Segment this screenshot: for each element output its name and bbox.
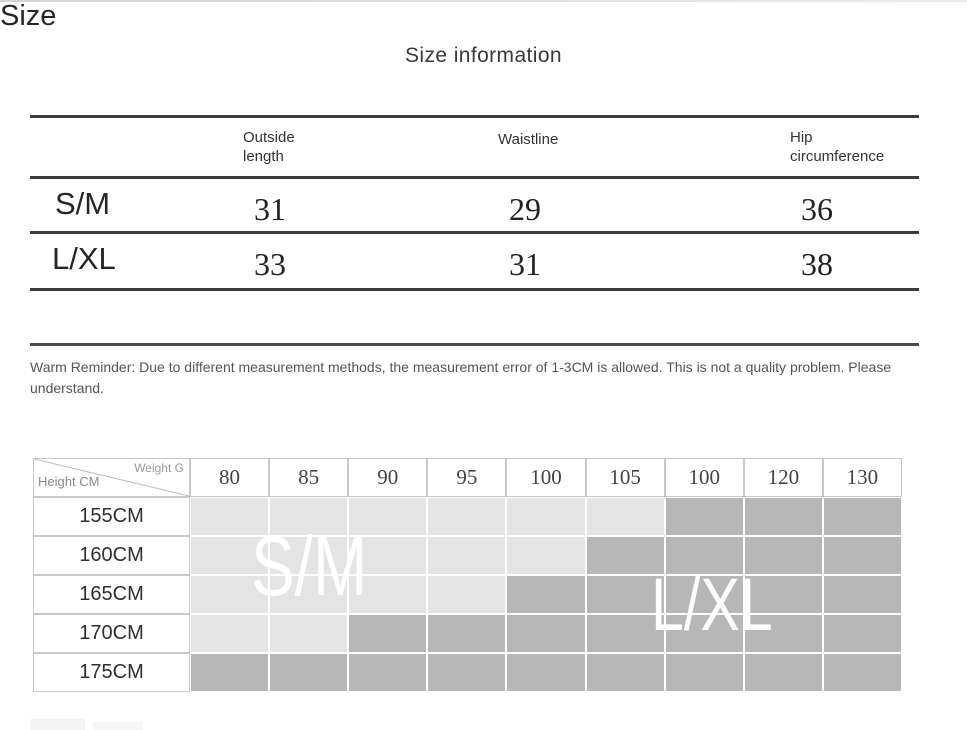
weight-header-cell: 120 (743, 458, 823, 497)
cutoff-artifact (93, 722, 143, 730)
fit-cell-sm (585, 497, 665, 536)
fit-cell-lxl (506, 614, 586, 653)
fit-cell-lxl (743, 575, 823, 614)
table-cell-hip-circumference: 38 (801, 246, 833, 282)
fit-cell-sm (190, 614, 270, 653)
weight-header-cell: 105 (585, 458, 665, 497)
weight-header-cell: 100 (506, 458, 586, 497)
reminder-top-border (30, 343, 919, 346)
table-cell-hip-circumference: 36 (801, 191, 833, 227)
weight-header-cell: 85 (269, 458, 349, 497)
fit-cell-lxl (269, 653, 349, 692)
diagonal-divider-line (34, 459, 189, 496)
cutoff-artifact (30, 719, 85, 730)
table-row-border (30, 231, 919, 234)
fit-cell-sm (506, 536, 586, 575)
fit-cell-sm (427, 497, 507, 536)
fit-cell-sm (269, 614, 349, 653)
column-header-waistline: Waistline (498, 131, 559, 148)
table-cell-waistline: 31 (509, 246, 541, 282)
fit-cell-lxl (348, 614, 428, 653)
fit-grid-row: 160CM (33, 536, 902, 575)
fit-cell-lxl (743, 497, 823, 536)
column-header-hip-circumference: Hip circumference (790, 129, 885, 165)
fit-cell-sm (190, 575, 270, 614)
fit-cell-sm (506, 497, 586, 536)
height-axis-label: Height CM (38, 474, 100, 489)
weight-header-cell: 95 (427, 458, 507, 497)
fit-cell-lxl (664, 653, 744, 692)
fit-cell-lxl (743, 536, 823, 575)
weight-header-cell: 100 (664, 458, 744, 497)
warm-reminder-text: Warm Reminder: Due to different measurem… (30, 359, 892, 396)
fit-cell-sm (269, 497, 349, 536)
fit-cell-lxl (506, 653, 586, 692)
fit-cell-lxl (822, 575, 902, 614)
fit-cell-sm (348, 497, 428, 536)
fit-cell-lxl (822, 614, 902, 653)
fit-cell-sm (348, 536, 428, 575)
fit-cell-sm (190, 497, 270, 536)
fit-cell-lxl (348, 653, 428, 692)
fit-cell-lxl (427, 614, 507, 653)
fit-grid-corner-cell: Weight G Height CM (33, 458, 190, 497)
fit-cell-lxl (664, 614, 744, 653)
column-header-outside-length: Outside length (243, 129, 295, 165)
fit-grid-row: 170CM (33, 614, 902, 653)
fit-cell-lxl (822, 653, 902, 692)
fit-grid-row: 165CM (33, 575, 902, 614)
height-header-cell: 165CM (33, 575, 190, 614)
weight-header-cell: 130 (822, 458, 902, 497)
fit-cell-lxl (664, 497, 744, 536)
fit-cell-lxl (664, 575, 744, 614)
fit-cell-sm (427, 536, 507, 575)
column-header-size: Size (0, 0, 57, 32)
size-row-label: L/XL (52, 241, 116, 276)
fit-cell-sm (190, 536, 270, 575)
fit-grid-row: 175CM (33, 653, 902, 692)
fit-cell-lxl (585, 653, 665, 692)
weight-header-cell: 80 (190, 458, 270, 497)
table-cell-outside-length: 33 (254, 246, 286, 282)
fit-cell-sm (427, 575, 507, 614)
fit-cell-lxl (743, 614, 823, 653)
fit-cell-lxl (743, 653, 823, 692)
fit-chart: Weight G Height CM 80 85 90 95 100 105 100 120 1… (33, 458, 902, 692)
weight-axis-label: Weight G (134, 461, 184, 475)
fit-cell-lxl (427, 653, 507, 692)
fit-cell-sm (348, 575, 428, 614)
fit-cell-lxl (822, 536, 902, 575)
table-top-border (30, 115, 919, 118)
weight-header-cell: 90 (348, 458, 428, 497)
table-cell-outside-length: 31 (254, 191, 286, 227)
height-header-cell: 155CM (33, 497, 190, 536)
size-row-label: S/M (55, 186, 111, 221)
height-header-cell: 175CM (33, 653, 190, 692)
fit-cell-lxl (585, 614, 665, 653)
page-title: Size information (405, 44, 562, 67)
fit-cell-sm (269, 575, 349, 614)
top-divider (0, 0, 967, 2)
fit-cell-sm (269, 536, 349, 575)
table-bottom-border (30, 288, 919, 291)
table-cell-waistline: 29 (509, 191, 541, 227)
fit-cell-lxl (585, 536, 665, 575)
fit-grid-row: 155CM (33, 497, 902, 536)
fit-cell-lxl (506, 575, 586, 614)
fit-cell-lxl (822, 497, 902, 536)
height-header-cell: 170CM (33, 614, 190, 653)
table-header-border (30, 176, 919, 179)
fit-grid-header-row: Weight G Height CM 80 85 90 95 100 105 100 120 1… (33, 458, 902, 497)
fit-cell-lxl (585, 575, 665, 614)
height-header-cell: 160CM (33, 536, 190, 575)
fit-cell-lxl (664, 536, 744, 575)
fit-cell-lxl (190, 653, 270, 692)
